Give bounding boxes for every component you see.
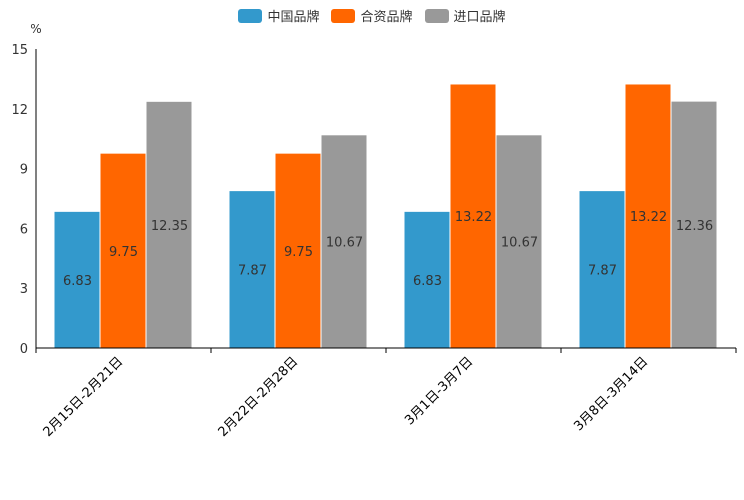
legend-item-imported-brand[interactable]: 进口品牌 (424, 6, 506, 25)
bar (404, 211, 450, 348)
bar-value-label: 6.83 (63, 274, 92, 289)
bar-value-label: 10.67 (501, 236, 538, 251)
bar (625, 84, 671, 349)
x-category-label: 3月1日-3月7日 (402, 354, 476, 428)
legend: 中国品牌 合资品牌 进口品牌 (0, 6, 744, 25)
bar-value-label: 10.67 (326, 236, 363, 251)
y-tick-label: 9 (20, 163, 28, 178)
x-category-label: 2月22日-2月28日 (216, 354, 302, 440)
bar-value-label: 13.22 (630, 210, 667, 225)
legend-item-china-brand[interactable]: 中国品牌 (238, 6, 319, 25)
bar-value-label: 6.83 (413, 274, 442, 289)
y-axis: 0 3 6 9 12 15 (11, 43, 37, 357)
bar-value-label: 12.36 (676, 219, 713, 234)
bars-group: 6.83 9.75 12.35 7.87 9.75 10.67 6.83 13.22 10.67… (54, 84, 717, 349)
bar (146, 101, 192, 348)
y-tick-label: 6 (20, 222, 28, 237)
bar-value-label: 7.87 (238, 264, 267, 279)
bar (496, 135, 542, 348)
bar (671, 101, 717, 349)
bar (450, 84, 496, 349)
bar (275, 153, 321, 348)
legend-label-joint-venture-brand: 合资品牌 (360, 10, 413, 25)
bar (579, 191, 625, 348)
legend-item-joint-venture-brand[interactable]: 合资品牌 (331, 6, 413, 25)
bar (229, 191, 275, 348)
legend-swatch-joint-venture-brand (331, 8, 356, 23)
y-axis-unit-label: % (30, 22, 41, 36)
y-tick-label: 3 (20, 282, 28, 297)
bar-value-label: 12.35 (151, 219, 188, 234)
legend-swatch-imported-brand (424, 8, 449, 23)
bar-value-label: 13.22 (455, 210, 492, 225)
bar-value-label: 7.87 (588, 264, 617, 279)
x-category-label: 3月8日-3月14日 (571, 354, 651, 434)
bar-value-label: 9.75 (109, 245, 138, 260)
y-tick-label: 12 (11, 103, 28, 118)
y-tick-label: 0 (20, 342, 28, 357)
y-tick-label: 15 (11, 43, 28, 58)
bar (100, 153, 146, 348)
legend-label-china-brand: 中国品牌 (267, 10, 320, 25)
bar-value-label: 9.75 (284, 245, 313, 260)
bar (321, 135, 367, 348)
legend-label-imported-brand: 进口品牌 (453, 10, 506, 25)
x-category-label: 2月15日-2月21日 (41, 354, 127, 440)
legend-swatch-china-brand (238, 8, 263, 23)
x-axis: 2月15日-2月21日 2月22日-2月28日 3月1日-3月7日 3月8日-3月14… (35, 347, 737, 440)
bar (54, 211, 100, 348)
